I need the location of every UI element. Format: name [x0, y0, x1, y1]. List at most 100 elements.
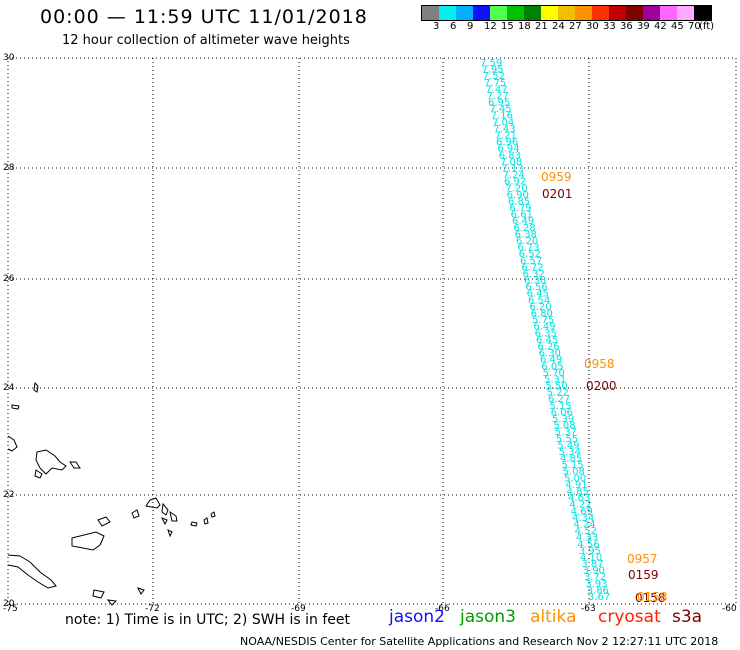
- legend-label: 70: [688, 21, 701, 32]
- pass-time-label: 0958: [584, 357, 615, 371]
- legend-unit: (ft): [699, 21, 715, 32]
- legend-swatch: [626, 6, 643, 20]
- pass-time-label: 0158: [635, 591, 666, 605]
- pass-time-label: 0159: [628, 568, 659, 582]
- lon-label: -63: [581, 604, 596, 614]
- legend-label: 36: [620, 21, 633, 32]
- swh-value: 6.38: [515, 229, 537, 240]
- swh-value: 7.16: [491, 111, 513, 122]
- legend-label: 18: [518, 21, 531, 32]
- swh-value: 5.37: [555, 427, 577, 438]
- swh-value: 6.27: [548, 394, 570, 405]
- lat-label: 28: [3, 163, 15, 173]
- legend-swatch: [541, 6, 558, 20]
- swh-value: 6.73: [517, 243, 539, 254]
- swh-value: 3.86: [587, 585, 609, 596]
- swh-value: 7.21: [495, 131, 517, 142]
- satellite-name: s3a: [672, 607, 703, 627]
- swh-value: 6.38: [524, 276, 546, 287]
- legend-swatch: [490, 6, 507, 20]
- swh-value: 4.24: [573, 519, 595, 530]
- lon-label: -75: [3, 604, 18, 614]
- swh-value: 6.56: [525, 282, 547, 293]
- legend-swatch: [592, 6, 609, 20]
- swh-value: 7.47: [485, 84, 507, 95]
- legend-label: 30: [586, 21, 599, 32]
- legend-label: 39: [637, 21, 650, 32]
- pass-time-label: 0200: [586, 379, 617, 393]
- legend-swatch: [558, 6, 575, 20]
- swh-value: 6.49: [533, 322, 555, 333]
- lat-label: 22: [3, 490, 14, 500]
- legend-swatch: [473, 6, 490, 20]
- swh-value: 6.72: [521, 262, 543, 273]
- page-title: 00:00 — 11:59 UTC 11/01/2018: [40, 6, 368, 28]
- swh-value: 4.34: [572, 513, 594, 524]
- caribbean-islands: [7, 381, 216, 606]
- axis-labels: 30 28 26 24 22 20-75 -72 -69 -66 -63 -60: [3, 53, 737, 614]
- swh-value: 6.30: [539, 348, 561, 359]
- legend-swatch: [677, 6, 694, 20]
- swh-value: 4.52: [575, 526, 597, 537]
- swh-value: 4.10: [580, 552, 602, 563]
- legend-label: 3: [433, 21, 440, 32]
- swh-value: 6.57: [520, 256, 542, 267]
- swh-value: 6.20: [529, 302, 551, 313]
- legend-label: 6: [450, 21, 457, 32]
- legend-swatch: [456, 6, 473, 20]
- legend-label: 45: [671, 21, 684, 32]
- swh-value: 6.79: [509, 203, 531, 214]
- legend-swatch: [524, 6, 541, 20]
- swh-value: 5.70: [543, 368, 565, 379]
- swh-value: 7.24: [503, 170, 525, 181]
- swh-value: 6.28: [513, 223, 535, 234]
- swh-value: 6.94: [497, 144, 519, 155]
- pass-time-label: 0959: [541, 170, 572, 184]
- pass-time-label: 0158: [637, 590, 668, 604]
- swh-value: 6.35: [535, 328, 557, 339]
- map-grid: [8, 58, 736, 604]
- satellite-name: jason2: [389, 607, 445, 627]
- lat-label: 20: [3, 599, 15, 609]
- swh-value: 6.95: [488, 98, 510, 109]
- legend-swatch: [694, 6, 711, 20]
- legend-label: 27: [569, 21, 582, 32]
- legend-label: 21: [535, 21, 548, 32]
- lon-label: -69: [291, 604, 306, 614]
- legend-label: 42: [654, 21, 667, 32]
- swh-value: 7.08: [500, 157, 522, 168]
- satellite-name: altika: [530, 607, 577, 627]
- legend-swatch: [439, 6, 456, 20]
- swh-value: 4.85: [567, 487, 589, 498]
- swh-value: 6.61: [511, 210, 533, 221]
- swh-value: 4.22: [569, 500, 591, 511]
- swh-value: 6.32: [523, 269, 545, 280]
- swh-value: 5.08: [563, 467, 585, 478]
- swh-value: 4.85: [560, 454, 582, 465]
- legend-label: 12: [484, 21, 497, 32]
- swh-value: 7.04: [492, 117, 514, 128]
- legend-swatch: [660, 6, 677, 20]
- legend-label: 15: [501, 21, 514, 32]
- swh-value: 6.96: [496, 137, 518, 148]
- legend-label: 24: [552, 21, 565, 32]
- swh-value: 6.92: [504, 177, 526, 188]
- swh-value: 5.75: [532, 315, 554, 326]
- lon-label: -60: [722, 604, 737, 614]
- swh-value: 7.43: [493, 124, 515, 135]
- swh-value: 6.54: [528, 295, 550, 306]
- swh-value: 3.67: [588, 592, 610, 603]
- lat-label: 26: [3, 274, 15, 284]
- swh-value: 7.95: [481, 65, 503, 76]
- credit-line: NOAA/NESDIS Center for Satellite Applica…: [240, 635, 719, 648]
- swh-value: 3.95: [579, 546, 601, 557]
- map-frame: [7, 57, 737, 605]
- swh-value: 7.13: [501, 163, 523, 174]
- legend-swatch: [422, 6, 439, 20]
- swh-value: 5.50: [545, 381, 567, 392]
- swh-value: 4.33: [576, 533, 598, 544]
- swh-value: 6.80: [531, 309, 553, 320]
- swh-value: 3.72: [584, 572, 606, 583]
- swh-value: 4.69: [571, 506, 593, 517]
